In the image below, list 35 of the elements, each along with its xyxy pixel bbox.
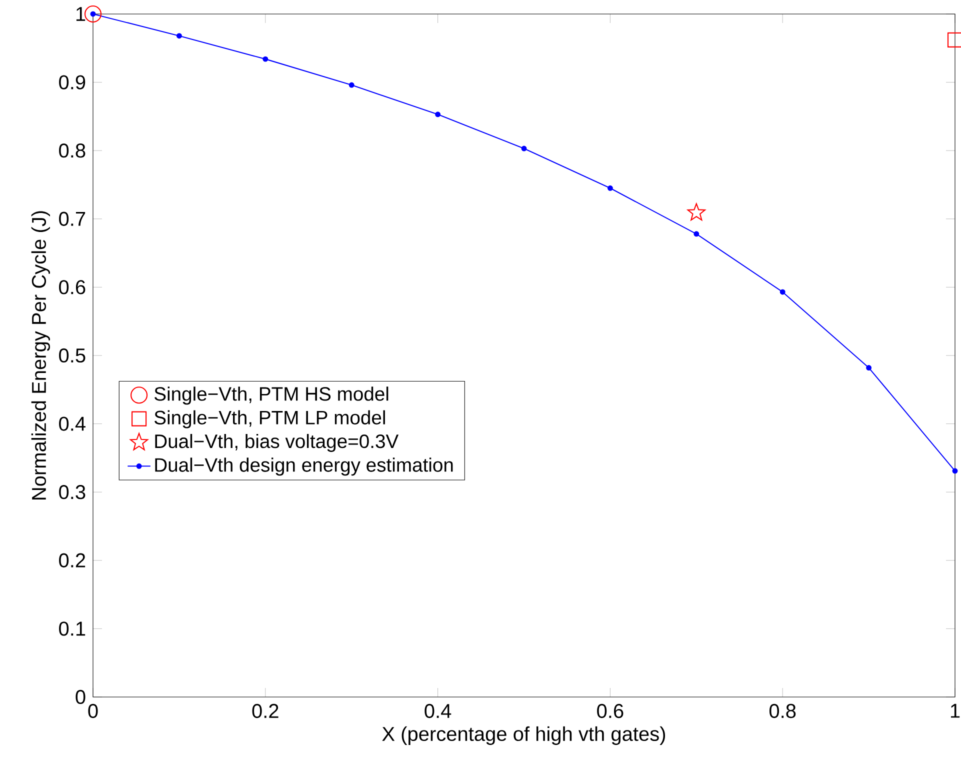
y-tick-label: 0.5 xyxy=(59,348,86,363)
point xyxy=(687,203,706,221)
x-tick-label: 0.2 xyxy=(252,704,278,718)
y-tick-label: 0.3 xyxy=(59,485,86,500)
x-tick-label: 1 xyxy=(950,704,960,718)
legend-label: Dual−Vth, bias voltage=0.3V xyxy=(155,434,399,452)
y-axis-title: Normalized Energy Per Cycle (J) xyxy=(31,211,50,500)
point xyxy=(262,56,268,62)
point xyxy=(607,185,613,191)
y-tick-label: 0.2 xyxy=(59,553,86,568)
legend-label: Single−Vth, PTM LP model xyxy=(154,410,385,428)
point xyxy=(947,32,961,48)
x-tick-label: 0.8 xyxy=(769,704,796,718)
point xyxy=(952,468,958,474)
y-tick-label: 0.6 xyxy=(59,280,86,294)
legend-label: Dual−Vth design energy estimation xyxy=(155,458,453,476)
y-tick-label: 0.1 xyxy=(59,622,86,636)
x-tick-label: 0.6 xyxy=(597,704,624,718)
point xyxy=(780,289,786,295)
legend-label: Single−Vth, PTM HS model xyxy=(154,386,388,405)
point xyxy=(866,365,872,371)
point xyxy=(435,112,441,118)
point xyxy=(521,146,527,152)
y-tick-label: 0.4 xyxy=(59,416,86,431)
point xyxy=(694,231,700,237)
point xyxy=(84,5,102,23)
point xyxy=(176,33,182,39)
y-tick-label: 0 xyxy=(76,690,86,704)
x-axis-title: X (percentage of high vth gates) xyxy=(382,726,666,745)
x-tick-label: 0.4 xyxy=(424,704,452,718)
point xyxy=(348,82,354,88)
x-tick-label: 0 xyxy=(88,704,98,718)
y-tick-label: 0.7 xyxy=(59,212,86,226)
y-tick-label: 0.8 xyxy=(59,144,86,158)
y-tick-label: 0.9 xyxy=(59,75,86,90)
